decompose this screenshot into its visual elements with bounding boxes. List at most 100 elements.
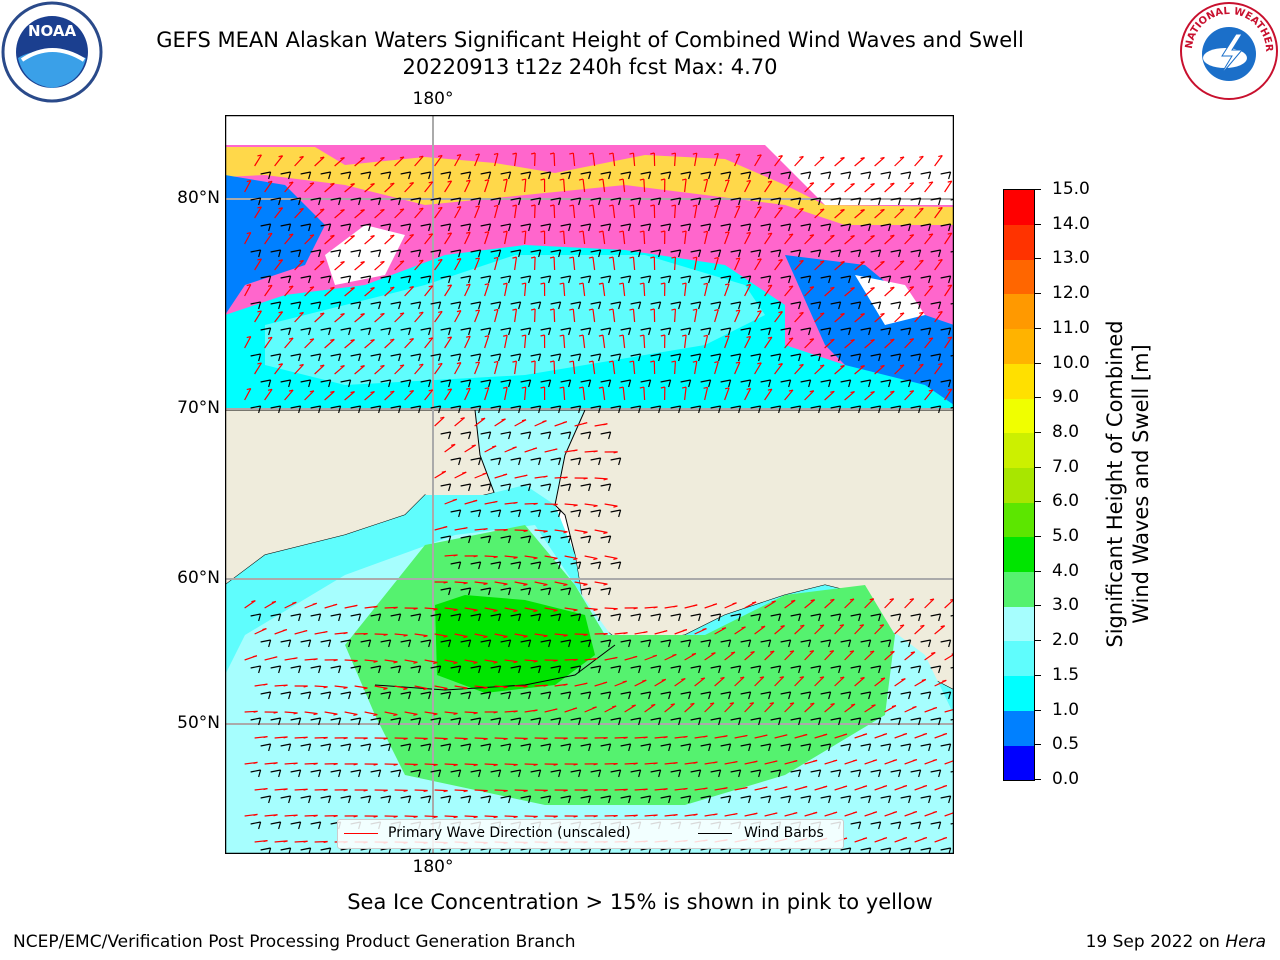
wind-barb (950, 718, 954, 721)
wave-arrow-head (521, 334, 526, 337)
wave-arrow-head (909, 390, 914, 393)
wind-barb (520, 691, 531, 695)
wind-barb-flag (808, 743, 812, 752)
wave-arrow-head (293, 762, 298, 765)
wind-barb (450, 613, 461, 617)
wave-arrow-head (613, 505, 618, 508)
wind-barb-flag (588, 795, 592, 804)
wave-arrow (554, 633, 568, 636)
wave-arrow-head (859, 624, 864, 627)
wave-arrow-head (512, 256, 517, 259)
wave-arrow (704, 387, 709, 401)
wave-arrow-head (447, 388, 452, 391)
wave-arrow (344, 287, 355, 297)
wave-arrow (824, 338, 835, 349)
wave-arrow (884, 598, 895, 609)
wave-arrow-head (413, 607, 418, 610)
wind-barb-flag (768, 639, 772, 648)
wind-barb-flag (888, 327, 892, 336)
wind-barb-flag (858, 301, 862, 310)
wind-barb-flag (498, 301, 502, 310)
wind-barb-flag (818, 249, 822, 258)
wave-arrow-head (660, 178, 665, 181)
wind-barb-flag (858, 821, 862, 830)
wind-barb (940, 795, 951, 799)
wave-arrow-head (413, 713, 418, 716)
wind-barb-flag (668, 171, 672, 180)
wave-arrow (504, 283, 508, 297)
wave-arrow (704, 283, 709, 297)
wave-arrow-head (743, 786, 748, 789)
wave-arrow-head (890, 234, 895, 237)
wave-arrow-head (919, 207, 924, 210)
wave-arrow-head (475, 205, 480, 208)
wind-barb (670, 249, 681, 253)
wind-barb (820, 223, 831, 227)
wave-arrow-head (475, 153, 480, 156)
wave-arrow-head (947, 232, 952, 235)
wind-barb-flag (358, 717, 362, 726)
wind-barb-flag (828, 639, 832, 648)
wave-arrow-head (473, 764, 478, 767)
wind-barb-flag (568, 795, 572, 804)
wave-arrow (504, 815, 518, 818)
wave-arrow-head (303, 840, 308, 843)
wave-arrow-head (703, 334, 708, 337)
wind-barb-flag (448, 223, 452, 232)
wind-barb-flag (778, 769, 782, 778)
colorbar-tick (1034, 258, 1041, 260)
wave-arrow (864, 183, 875, 193)
wind-barb (720, 327, 731, 331)
wave-arrow (304, 338, 315, 349)
wave-arrow (384, 234, 395, 245)
wind-barb-flag (888, 795, 892, 804)
wind-barb (530, 353, 541, 357)
wind-barb (740, 223, 751, 227)
wave-arrow-head (735, 205, 740, 208)
wind-barb (530, 457, 541, 461)
wave-arrow-head (553, 708, 558, 711)
wind-barb-flag (798, 717, 802, 726)
wind-barb-flag (898, 405, 902, 414)
wave-arrow-head (940, 625, 945, 628)
wave-arrow (724, 231, 730, 245)
wind-barb-flag (508, 379, 512, 388)
wind-barb (390, 405, 401, 409)
wind-barb (920, 691, 931, 695)
wave-arrow-head (809, 286, 814, 289)
wave-arrow-head (732, 602, 737, 605)
wave-arrow-head (563, 789, 568, 792)
wave-arrow-head (293, 712, 298, 715)
wave-arrow-head (573, 658, 578, 662)
wind-barb (670, 405, 681, 409)
wind-barb-flag (718, 301, 722, 310)
wave-arrow (553, 308, 556, 323)
wave-arrow-head (700, 677, 705, 680)
wave-arrow-head (692, 360, 697, 363)
wind-barb (800, 275, 811, 279)
wind-barb (840, 379, 851, 383)
wave-arrow-head (480, 417, 486, 420)
wind-barb (580, 431, 591, 435)
wave-arrow (474, 153, 481, 167)
wind-barb-flag (628, 795, 632, 804)
wind-barb-flag (288, 223, 292, 232)
wind-barb (840, 171, 851, 175)
wave-arrow-head (456, 258, 462, 261)
wind-barb (360, 275, 371, 279)
wind-barb (800, 639, 811, 643)
wave-arrow (684, 335, 687, 349)
wave-arrow (404, 711, 418, 715)
wind-barb-flag (278, 613, 282, 622)
wave-arrow (244, 600, 256, 609)
wave-arrow (764, 180, 773, 193)
wind-barb-flag (808, 639, 812, 648)
wave-arrow-head (559, 230, 564, 233)
wind-barb-flag (688, 795, 692, 804)
wind-barb (470, 457, 481, 461)
wind-barb-flag (618, 197, 622, 206)
wind-barb-flag (578, 613, 582, 622)
wave-arrow-head (922, 836, 927, 840)
wind-barb-flag (748, 691, 752, 700)
wind-barb-flag (678, 769, 682, 778)
